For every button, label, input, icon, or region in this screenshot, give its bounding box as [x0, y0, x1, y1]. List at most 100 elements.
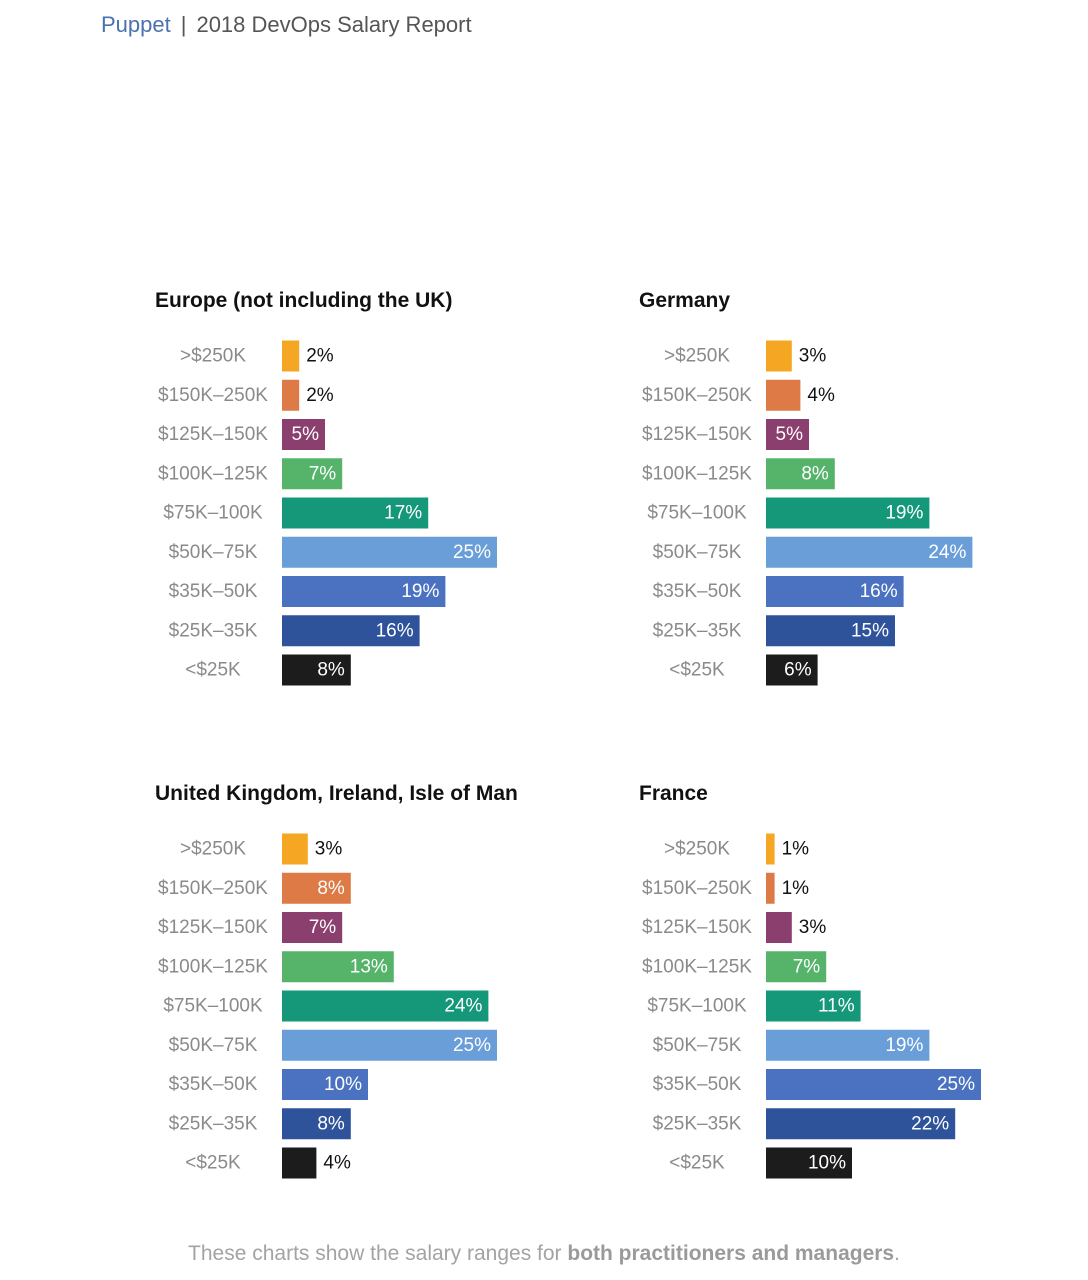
value-label: 4% [807, 385, 835, 406]
value-label: 6% [784, 660, 812, 681]
bar [766, 990, 861, 1022]
bar [282, 990, 489, 1022]
bar [282, 872, 351, 904]
header-separator: | [180, 12, 187, 37]
category-label: $25K–35K [653, 620, 742, 641]
bar [766, 833, 775, 865]
value-label: 7% [793, 956, 821, 977]
value-label: 1% [782, 839, 810, 860]
bar [282, 615, 420, 647]
bar [766, 1029, 930, 1061]
value-label: 10% [808, 1153, 846, 1174]
value-label: 10% [324, 1074, 362, 1095]
chart-panel-france: France >$250K 1% $150K–250K 1% $125K–150K 3% $… [639, 779, 1059, 1204]
category-label: >$250K [180, 839, 246, 860]
bar [766, 872, 775, 904]
value-label: 8% [317, 878, 345, 899]
category-label: $125K–150K [642, 917, 752, 938]
category-label: $150K–250K [642, 385, 752, 406]
bar [282, 1069, 368, 1100]
value-label: 25% [937, 1074, 975, 1095]
chart-title: Germany [639, 289, 731, 312]
bar [282, 458, 343, 490]
category-label: $50K–75K [169, 1035, 258, 1056]
bar [766, 497, 930, 529]
category-label: >$250K [664, 839, 730, 860]
bar [282, 497, 429, 529]
category-label: $25K–35K [169, 620, 258, 641]
category-label: <$25K [185, 660, 241, 681]
category-label: $75K–100K [163, 503, 263, 524]
value-label: 1% [782, 878, 810, 899]
bar [282, 576, 446, 607]
category-label: $150K–250K [158, 878, 268, 899]
bar [282, 1108, 351, 1140]
category-label: $100K–125K [158, 463, 268, 484]
chart-title: United Kingdom, Ireland, Isle of Man [155, 782, 518, 805]
bar [282, 833, 308, 865]
category-label: $35K–50K [653, 1074, 742, 1095]
chart-europe: >$250K 2% $150K–250K 2% $125K–150K 5% $100K–12… [158, 340, 497, 686]
value-label: 13% [350, 956, 388, 977]
value-label: 3% [315, 839, 343, 860]
bar [766, 912, 792, 943]
category-label: $125K–150K [158, 424, 268, 445]
bar [282, 1029, 497, 1061]
value-label: 25% [453, 542, 491, 563]
value-label: 19% [885, 503, 923, 524]
category-label: >$250K [664, 346, 730, 367]
bar [766, 419, 809, 450]
value-label: 8% [317, 660, 345, 681]
value-label: 5% [292, 424, 320, 445]
category-label: $50K–75K [653, 542, 742, 563]
category-label: $100K–125K [158, 956, 268, 977]
bar [766, 576, 904, 607]
footer-note: These charts show the salary ranges for … [0, 1242, 1088, 1266]
value-label: 19% [401, 581, 439, 602]
category-label: $35K–50K [653, 581, 742, 602]
bar [766, 951, 827, 983]
category-label: $50K–75K [653, 1035, 742, 1056]
bar [282, 951, 394, 983]
chart-uk: >$250K 3% $150K–250K 8% $125K–150K 7% $100K–12… [158, 833, 497, 1179]
value-label: 2% [306, 346, 334, 367]
category-label: $75K–100K [163, 996, 263, 1017]
value-label: 7% [309, 463, 337, 484]
value-label: 3% [799, 917, 827, 938]
category-label: $125K–150K [642, 424, 752, 445]
value-label: 25% [453, 1035, 491, 1056]
value-label: 4% [323, 1153, 351, 1174]
bar [282, 340, 300, 372]
value-label: 7% [309, 917, 337, 938]
bar [766, 1147, 852, 1179]
chart-panel-uk: United Kingdom, Ireland, Isle of Man >$2… [155, 779, 575, 1204]
category-label: $150K–250K [642, 878, 752, 899]
bar [282, 1147, 317, 1179]
category-label: $125K–150K [158, 917, 268, 938]
category-label: <$25K [669, 660, 725, 681]
bar [766, 1108, 956, 1140]
category-label: $150K–250K [158, 385, 268, 406]
value-label: 8% [801, 463, 829, 484]
chart-germany: >$250K 3% $150K–250K 4% $125K–150K 5% $100K–12… [642, 340, 973, 686]
bar [282, 654, 351, 686]
bar [282, 379, 300, 411]
brand-name: Puppet [101, 12, 171, 37]
value-label: 22% [911, 1113, 949, 1134]
category-label: $100K–125K [642, 956, 752, 977]
category-label: <$25K [669, 1153, 725, 1174]
bar [282, 536, 497, 568]
report-header: Puppet | 2018 DevOps Salary Report [101, 10, 472, 40]
category-label: $75K–100K [647, 503, 747, 524]
value-label: 8% [317, 1113, 345, 1134]
category-label: $35K–50K [169, 1074, 258, 1095]
bar [282, 912, 343, 943]
value-label: 2% [306, 385, 334, 406]
bar [766, 340, 792, 372]
bar [282, 419, 325, 450]
category-label: $25K–35K [653, 1113, 742, 1134]
category-label: $35K–50K [169, 581, 258, 602]
category-label: $75K–100K [647, 996, 747, 1017]
chart-title: France [639, 782, 708, 805]
report-title: 2018 DevOps Salary Report [196, 12, 472, 37]
